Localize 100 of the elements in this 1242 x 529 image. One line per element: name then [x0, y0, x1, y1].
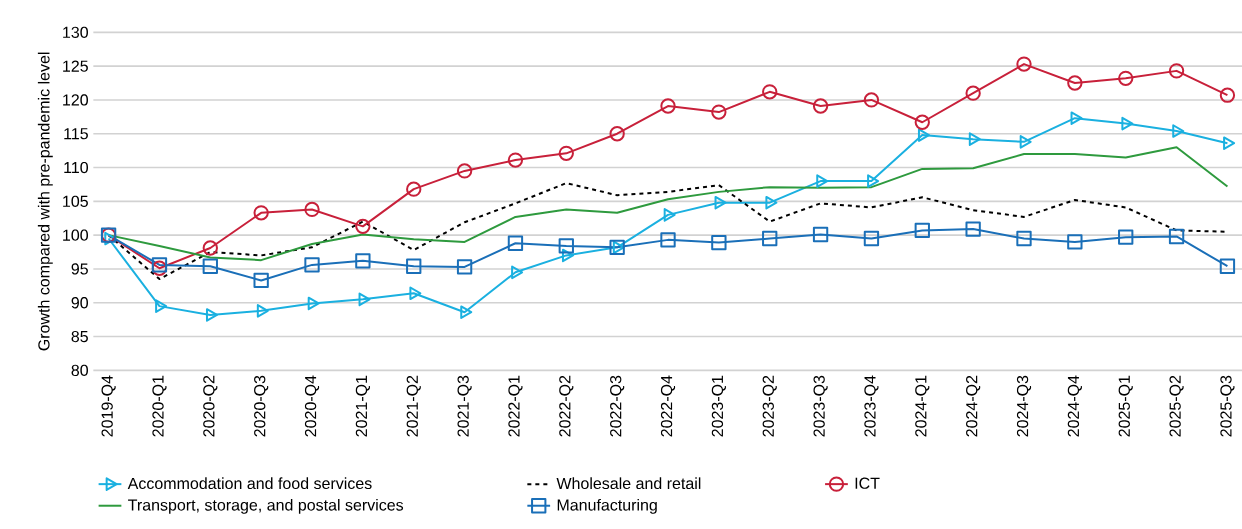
legend-label: Transport, storage, and postal services — [128, 498, 404, 514]
point — [202, 258, 218, 274]
point — [460, 305, 473, 319]
point — [867, 174, 880, 188]
point — [1118, 229, 1134, 245]
point — [965, 221, 981, 237]
x-tick-label: 2020-Q3 — [254, 375, 269, 437]
x-tick-label: 2025-Q3 — [1220, 375, 1235, 437]
point — [863, 92, 880, 108]
y-tick-label: 100 — [63, 229, 88, 241]
x-tick-label: 2020-Q1 — [152, 375, 167, 437]
legend-label: Manufacturing — [557, 498, 657, 514]
point — [1223, 136, 1236, 150]
point — [1219, 258, 1236, 274]
y-tick-label: 115 — [64, 128, 88, 140]
x-tick-label: 2023-Q2 — [762, 375, 777, 437]
point — [456, 259, 473, 275]
point — [1168, 63, 1185, 79]
point — [307, 296, 320, 311]
point — [558, 145, 574, 162]
point — [256, 304, 269, 318]
point — [1219, 87, 1236, 103]
legend-label: Accommodation and food services — [127, 477, 372, 490]
point — [253, 205, 269, 221]
y-axis-title: Growth compared with pre-pandemic level — [37, 52, 53, 351]
point — [558, 238, 574, 254]
point — [561, 248, 574, 263]
point — [304, 201, 320, 218]
x-tick-label: 2021-Q1 — [355, 375, 370, 437]
x-tick-label: 2024-Q1 — [915, 375, 930, 437]
point — [711, 104, 727, 120]
y-tick-label: 130 — [63, 26, 88, 38]
point — [355, 253, 371, 269]
point — [762, 230, 778, 247]
point — [1168, 228, 1185, 245]
point — [1118, 70, 1134, 86]
point — [406, 258, 422, 274]
x-tick-label: 2023-Q1 — [711, 375, 726, 437]
point — [1019, 135, 1032, 149]
x-tick-label: 2024-Q2 — [966, 375, 981, 437]
point — [660, 98, 676, 114]
x-tick-label: 2020-Q4 — [304, 375, 320, 437]
point — [406, 181, 422, 197]
point — [1172, 124, 1185, 138]
x-tick-label: 2021-Q3 — [457, 375, 472, 437]
x-tick-label: 2024-Q4 — [1067, 375, 1082, 437]
x-tick-label: 2023-Q3 — [813, 375, 828, 437]
y-tick-label: 95 — [71, 263, 88, 275]
point — [812, 98, 829, 114]
y-tick-label: 125 — [63, 60, 88, 72]
point — [507, 235, 524, 251]
point — [914, 222, 930, 239]
point — [762, 84, 778, 100]
point — [711, 234, 727, 251]
point — [660, 232, 676, 248]
point — [456, 163, 473, 179]
point — [409, 286, 422, 301]
point — [1016, 56, 1032, 72]
point — [863, 230, 880, 247]
point — [663, 208, 676, 222]
y-tick-label: 80 — [71, 364, 89, 376]
point — [1016, 230, 1032, 247]
point — [355, 218, 371, 235]
point — [1070, 111, 1083, 125]
point — [1067, 75, 1083, 91]
x-tick-label: 2019-Q4 — [101, 375, 116, 437]
point — [155, 299, 168, 313]
point — [507, 152, 524, 168]
x-tick-label: 2023-Q4 — [864, 375, 879, 437]
point — [253, 272, 269, 289]
x-tick-label: 2022-Q4 — [660, 375, 676, 437]
point — [1121, 116, 1134, 131]
x-tick-label: 2021-Q2 — [406, 375, 421, 437]
point — [765, 195, 778, 210]
point — [304, 257, 320, 273]
legend-label: ICT — [855, 477, 880, 489]
x-tick-label: 2020-Q2 — [203, 375, 218, 437]
y-tick-label: 105 — [63, 195, 88, 207]
point — [816, 174, 829, 188]
point — [914, 114, 930, 130]
point — [358, 292, 371, 307]
point — [965, 85, 981, 101]
y-tick-label: 110 — [64, 161, 89, 174]
legend-label: Wholesale and retail — [556, 477, 701, 490]
x-tick-label: 2025-Q1 — [1118, 375, 1133, 437]
y-tick-label: 90 — [71, 297, 89, 309]
y-tick-label: 120 — [63, 94, 88, 106]
point — [104, 231, 117, 246]
y-tick-label: 85 — [71, 330, 88, 343]
point — [917, 128, 930, 142]
point — [714, 195, 727, 210]
x-tick-label: 2024-Q3 — [1016, 375, 1032, 437]
x-tick-label: 2022-Q1 — [508, 375, 523, 437]
point — [812, 226, 829, 243]
x-tick-label: 2022-Q3 — [610, 375, 625, 437]
point — [202, 240, 218, 256]
x-tick-label: 2025-Q2 — [1169, 375, 1184, 437]
x-tick-label: 2022-Q2 — [559, 375, 574, 437]
point — [968, 132, 981, 146]
point — [511, 265, 524, 280]
